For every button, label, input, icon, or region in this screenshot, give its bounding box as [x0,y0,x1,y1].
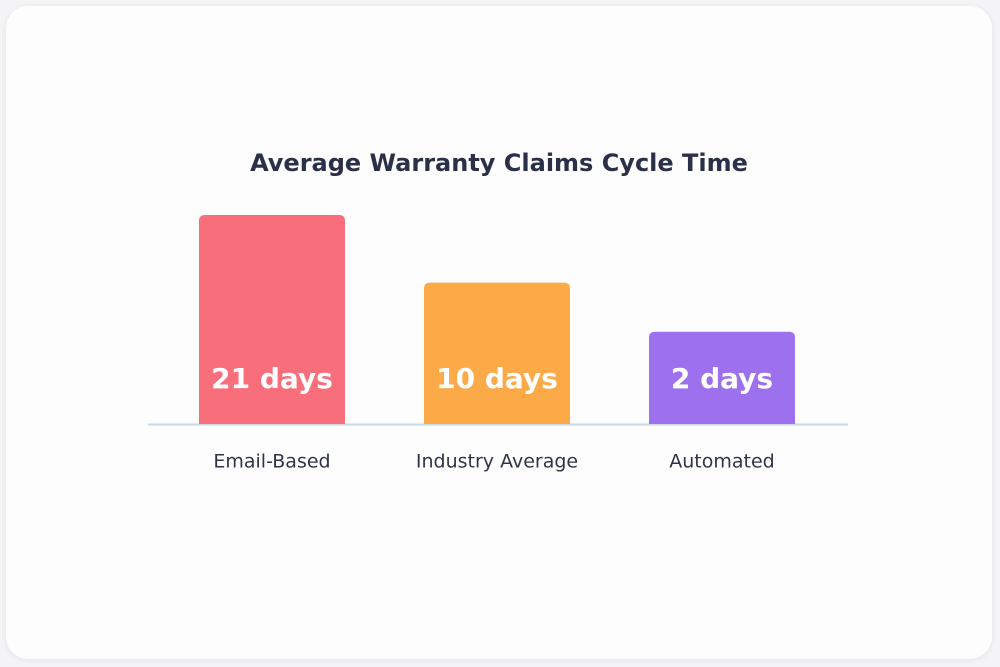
x-tick-label: Email-Based [213,451,330,473]
bar [424,282,570,424]
chart-title: Average Warranty Claims Cycle Time [250,149,748,177]
x-tick-label: Automated [669,451,774,473]
value-label: 21 days [211,362,333,395]
bar [649,331,795,424]
bar [199,215,345,424]
value-label: 10 days [436,362,558,395]
x-tick-label: Industry Average [416,451,578,473]
value-label: 2 days [671,362,773,395]
